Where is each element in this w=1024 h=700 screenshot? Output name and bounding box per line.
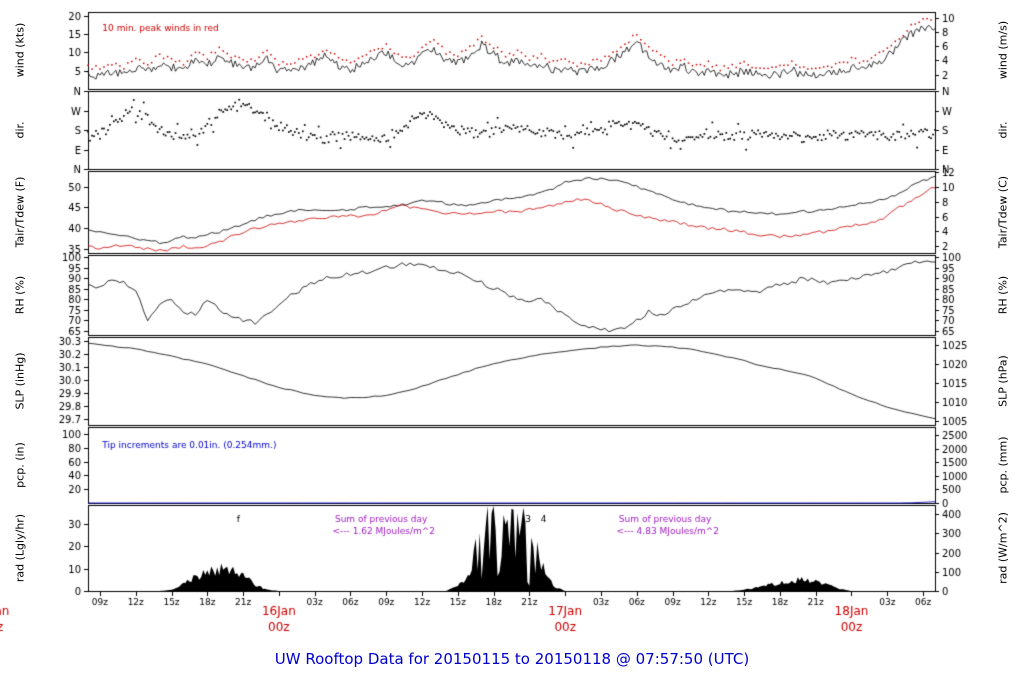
y-axis-label-temp-left: Tair/Tdew (F) — [13, 176, 27, 248]
weather-multipanel-chart-canvas — [0, 0, 1024, 645]
y-axis-label-wind-left: wind (kts) — [13, 22, 27, 78]
y-axis-label-pcp-left: pcp. (in) — [13, 442, 27, 488]
y-axis-label-slp-left: SLP (inHg) — [13, 352, 27, 410]
y-axis-label-dir-left: dir. — [13, 121, 27, 139]
y-axis-label-dir-right: dir. — [996, 121, 1010, 139]
y-axis-label-rad-right: rad (W/m^2) — [996, 512, 1010, 584]
y-axis-label-rad-left: rad (Lgly/hr) — [13, 513, 27, 583]
y-axis-label-wind-right: wind (m/s) — [996, 20, 1010, 80]
y-axis-label-rh-left: RH (%) — [13, 275, 27, 315]
y-axis-label-rh-right: RH (%) — [996, 275, 1010, 315]
y-axis-label-temp-right: Tair/Tdew (C) — [996, 175, 1010, 249]
y-axis-label-pcp-right: pcp. (mm) — [996, 436, 1010, 494]
y-axis-label-slp-right: SLP (hPa) — [996, 355, 1010, 407]
chart-title: UW Rooftop Data for 20150115 to 20150118… — [274, 650, 750, 668]
